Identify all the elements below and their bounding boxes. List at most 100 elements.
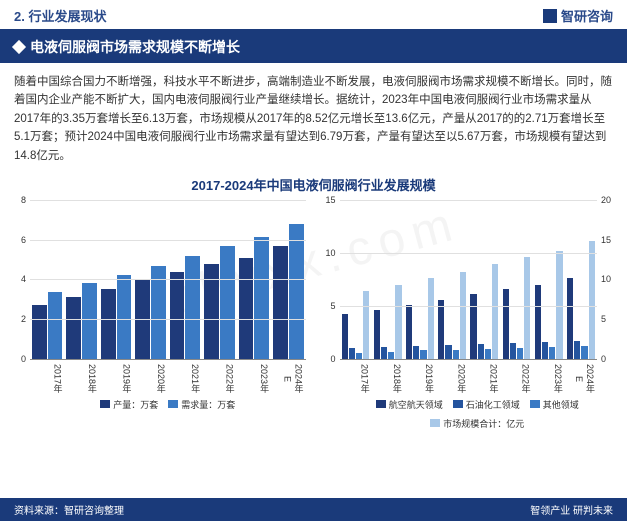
bar [349, 348, 355, 359]
ytick-right: 20 [601, 195, 611, 205]
legend-swatch [100, 400, 110, 408]
chart-title: 2017-2024年中国电液伺服阀行业发展规模 [0, 171, 627, 200]
xlabel: 2023年 [237, 360, 271, 394]
ytick: 2 [21, 314, 26, 324]
bar-group [340, 200, 372, 359]
ytick-right: 0 [601, 354, 606, 364]
ytick: 15 [325, 195, 335, 205]
bar [510, 343, 516, 359]
bar [492, 264, 498, 359]
xlabel: 2022年 [202, 360, 236, 394]
legend-label: 产量：万套 [113, 398, 158, 411]
xlabel: 2020年 [133, 360, 167, 394]
gridline [340, 306, 598, 307]
bar-group [372, 200, 404, 359]
bar [517, 348, 523, 359]
bar [420, 350, 426, 358]
bar-group [565, 200, 597, 359]
gridline [340, 253, 598, 254]
gridline [30, 279, 306, 280]
bar [542, 342, 548, 359]
diamond-icon [12, 40, 26, 54]
legend-label: 航空航天领域 [389, 398, 443, 411]
ytick: 5 [330, 301, 335, 311]
legend-swatch [376, 400, 386, 408]
legend-swatch [168, 400, 178, 408]
right-xaxis: 2017年2018年2019年2020年2021年2022年2023年2024年… [340, 360, 598, 394]
legend-label: 需求量：万套 [181, 398, 235, 411]
ytick: 0 [330, 354, 335, 364]
footer-source: 资料来源：智研咨询整理 [14, 502, 124, 517]
xlabel: 2019年 [99, 360, 133, 394]
banner: 电液伺服阀市场需求规模不断增长 [0, 31, 627, 63]
bar-group [468, 200, 500, 359]
bar [535, 285, 541, 359]
ytick-right: 10 [601, 274, 611, 284]
xlabel: 2021年 [168, 360, 202, 394]
bar [82, 283, 97, 359]
legend-label: 石油化工领域 [466, 398, 520, 411]
section-header: 2. 行业发展现状 智研咨询 [0, 0, 627, 31]
bar [32, 305, 47, 359]
bar-group [533, 200, 565, 359]
right-legend: 航空航天领域 石油化工领域 其他领域市场规模合计：亿元 [336, 398, 620, 430]
xlabel: 2022年 [500, 360, 532, 394]
ytick: 8 [21, 195, 26, 205]
right-bars [340, 200, 598, 359]
bar [66, 297, 81, 359]
bar-group [500, 200, 532, 359]
brand-logo-icon [543, 9, 557, 23]
ytick-right: 5 [601, 314, 606, 324]
ytick: 0 [21, 354, 26, 364]
bar [388, 352, 394, 359]
right-chart: 051015 05101520 2017年2018年2019年2020年2021… [318, 200, 620, 430]
legend-item: 其他领域 [530, 398, 579, 411]
gridline [340, 200, 598, 201]
bar [374, 310, 380, 359]
bar [363, 291, 369, 359]
bar [289, 224, 304, 359]
bar [395, 285, 401, 359]
bar [356, 353, 362, 359]
bar [428, 278, 434, 359]
xlabel: 2017年 [30, 360, 64, 394]
legend-swatch [430, 419, 440, 427]
bar [581, 346, 587, 359]
ytick: 4 [21, 274, 26, 284]
xlabel: 2024年E [271, 360, 305, 394]
left-xaxis: 2017年2018年2019年2020年2021年2022年2023年2024年… [30, 360, 306, 394]
xlabel: 2018年 [372, 360, 404, 394]
bar [117, 275, 132, 358]
legend-item: 市场规模合计：亿元 [430, 417, 524, 430]
bar [342, 314, 348, 359]
bar [556, 251, 562, 359]
xlabel: 2021年 [468, 360, 500, 394]
left-chart: 02468 2017年2018年2019年2020年2021年2022年2023… [8, 200, 310, 430]
footer: 资料来源：智研咨询整理 智领产业 研判未来 [0, 498, 627, 521]
brand-block: 智研咨询 [543, 6, 613, 25]
bar [470, 294, 476, 359]
charts-row: 02468 2017年2018年2019年2020年2021年2022年2023… [0, 200, 627, 430]
legend-swatch [530, 400, 540, 408]
legend-label: 市场规模合计：亿元 [443, 417, 524, 430]
bar [381, 347, 387, 359]
left-yaxis: 02468 [8, 200, 28, 359]
legend-item: 航空航天领域 [376, 398, 443, 411]
xlabel: 2024年E [565, 360, 597, 394]
bar [273, 246, 288, 359]
bar [589, 241, 595, 359]
right-yaxis-right: 05101520 [599, 200, 617, 359]
bar [445, 345, 451, 359]
xlabel: 2019年 [404, 360, 436, 394]
bar [185, 256, 200, 359]
legend-item: 产量：万套 [100, 398, 158, 411]
brand-name: 智研咨询 [561, 6, 613, 25]
xlabel: 2023年 [533, 360, 565, 394]
legend-label: 其他领域 [543, 398, 579, 411]
bar [574, 341, 580, 359]
bar [478, 344, 484, 359]
bar [567, 278, 573, 359]
bar [406, 305, 412, 359]
bar [48, 292, 63, 359]
bar [204, 264, 219, 359]
